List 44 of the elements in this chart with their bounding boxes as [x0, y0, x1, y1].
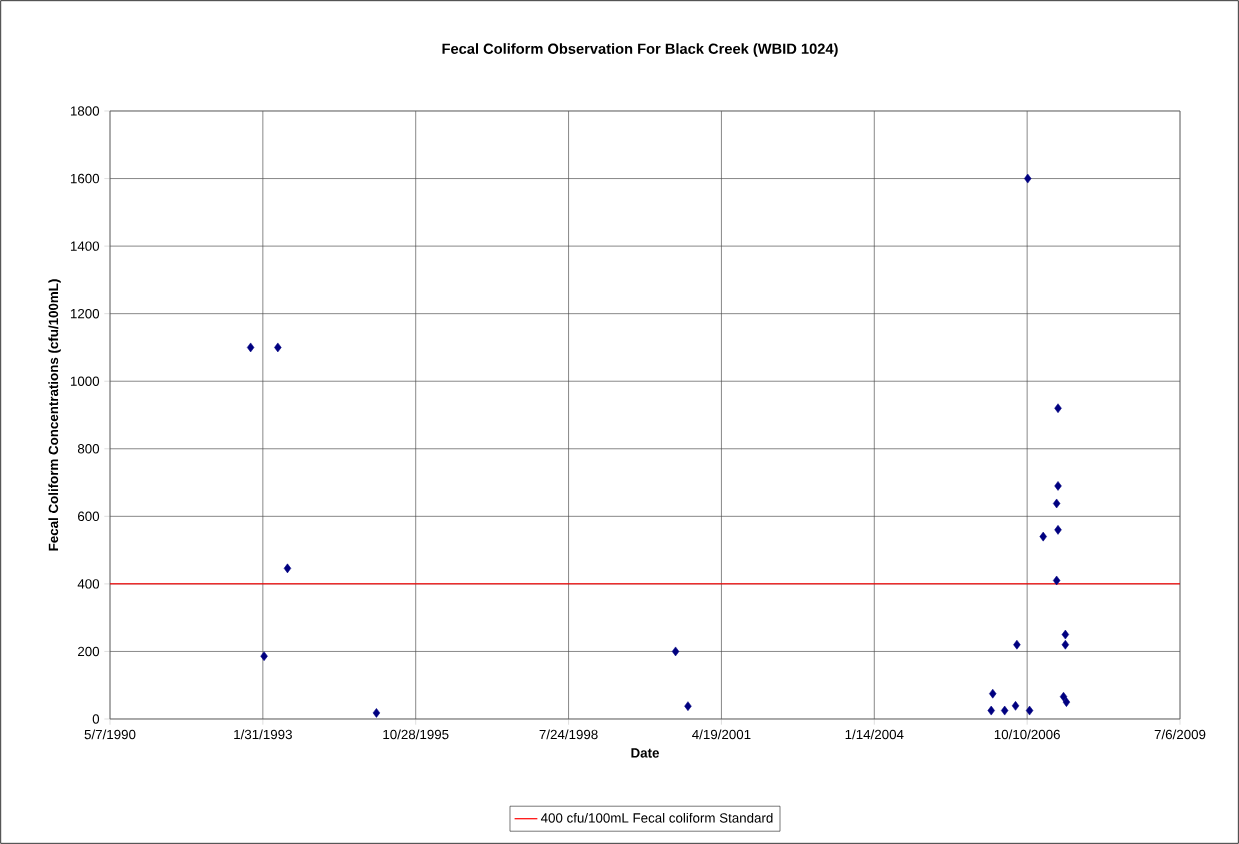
point	[1054, 525, 1062, 535]
x-tick-label: 10/10/2006	[994, 729, 1060, 740]
x-tick-label: 4/19/2001	[692, 729, 751, 740]
y-tick-label: 800	[77, 444, 100, 454]
chart-title: Fecal Coliform Observation For Black Creek (WBID 1024)	[442, 43, 838, 57]
point	[274, 342, 282, 353]
point	[684, 701, 692, 711]
point	[1061, 639, 1070, 650]
x-tick-label: 1/31/1993	[234, 729, 292, 740]
point	[1024, 173, 1032, 184]
point	[1039, 531, 1047, 542]
legend-label: 400 cfu/100mL Fecal coliform Standard	[540, 812, 773, 823]
y-tick-label: 200	[78, 646, 100, 657]
point	[1011, 701, 1020, 711]
y-axis-title: Fecal Coliform Concentrations (cfu/100mL)	[48, 279, 61, 551]
y-tick-label: 1800	[70, 106, 100, 116]
point	[1061, 629, 1070, 640]
point	[1025, 705, 1034, 716]
x-tick-label: 7/24/1998	[539, 729, 598, 740]
point	[989, 688, 997, 699]
point	[283, 563, 292, 574]
x-tick-label: 1/14/2004	[845, 729, 904, 740]
point	[1052, 498, 1061, 509]
point	[260, 651, 268, 661]
x-tick-label: 10/28/1995	[383, 729, 449, 740]
y-tick-label: 400	[77, 579, 100, 589]
point	[1052, 575, 1061, 586]
x-tick-label: 7/6/2009	[1154, 729, 1206, 740]
point	[246, 342, 255, 353]
point	[1001, 705, 1009, 716]
x-axis-title: Date	[631, 748, 659, 758]
y-tick-label: 1400	[70, 241, 100, 251]
y-tick-label: 600	[78, 511, 100, 522]
point	[1054, 403, 1062, 414]
y-tick-label: 1000	[70, 376, 100, 386]
y-tick-label: 1200	[70, 308, 100, 319]
x-tick-label: 5/7/1990	[84, 729, 136, 740]
point	[671, 646, 680, 657]
y-tick-label: 0	[92, 714, 100, 724]
point	[987, 705, 995, 716]
point	[1054, 481, 1062, 491]
point	[372, 708, 381, 718]
point	[1013, 639, 1021, 650]
y-tick-label: 1600	[70, 173, 100, 184]
